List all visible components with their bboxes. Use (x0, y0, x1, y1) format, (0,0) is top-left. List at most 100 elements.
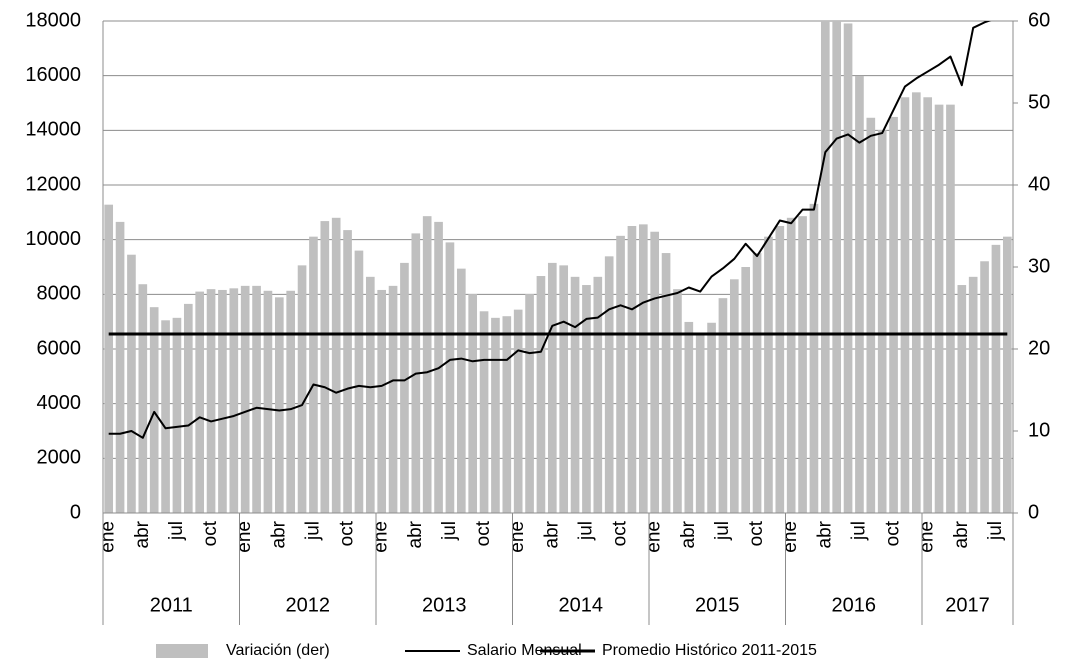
bar (923, 97, 933, 513)
year-label: 2013 (422, 594, 467, 616)
bar (400, 262, 409, 513)
x-tick-label: jul (302, 521, 323, 541)
x-tick-label: ene (371, 521, 392, 553)
x-tick-label: jul (985, 521, 1006, 541)
year-label: 2011 (150, 594, 193, 616)
bar (422, 216, 432, 513)
bar (946, 104, 955, 513)
bar-layer (104, 21, 1012, 513)
x-tick-label: ene (234, 521, 255, 553)
bar (593, 276, 603, 513)
x-tick-label: oct (200, 520, 221, 546)
bar (331, 217, 341, 513)
y-tick-label: 4000 (37, 392, 82, 414)
bar (957, 285, 967, 513)
x-tick-label: abr (814, 520, 835, 548)
bar (911, 92, 921, 513)
bar (638, 224, 648, 513)
y-tick-label: 18000 (25, 9, 81, 31)
bar (718, 298, 728, 513)
bar (695, 332, 705, 513)
y-tick-label: 12000 (25, 173, 81, 195)
bar (536, 276, 546, 513)
bar (206, 289, 216, 513)
bar (354, 250, 364, 513)
bar (809, 203, 819, 513)
bar (582, 285, 591, 513)
bar (365, 276, 375, 513)
bar (843, 23, 853, 513)
bar (820, 21, 830, 513)
x-tick-label: ene (644, 521, 665, 553)
bar (684, 321, 694, 513)
bar (559, 265, 569, 513)
bar (218, 289, 227, 513)
y2-tick-label: 30 (1028, 255, 1050, 277)
bar (673, 289, 682, 513)
y2-tick-label: 20 (1028, 337, 1050, 359)
line-layer (108, 21, 1008, 439)
x-tick-label: jul (166, 521, 187, 541)
year-label: 2014 (559, 594, 604, 616)
bar (741, 267, 751, 513)
bar (798, 216, 807, 513)
bar (229, 288, 239, 513)
bar (729, 279, 739, 513)
y2-tick-label: 0 (1028, 501, 1039, 523)
bar (764, 236, 773, 513)
bar (161, 320, 170, 513)
bar (149, 307, 159, 513)
bar (991, 244, 1001, 513)
bar (604, 256, 614, 513)
bar (138, 284, 148, 513)
bar (1002, 236, 1012, 513)
x-tick-label: abr (405, 520, 426, 548)
x-tick-label: ene (780, 521, 801, 553)
x-tick-label: jul (848, 521, 869, 541)
bar (491, 317, 500, 513)
x-tick-label: ene (507, 521, 528, 553)
x-tick-label: ene (917, 521, 938, 553)
y-tick-label: 16000 (25, 64, 81, 86)
bar (388, 285, 398, 513)
bar (502, 316, 512, 513)
bar (320, 221, 330, 513)
bar (115, 221, 125, 513)
x-tick-label: oct (610, 520, 631, 546)
y-tick-label: 6000 (37, 337, 82, 359)
bar (855, 75, 864, 513)
y2-tick-label: 10 (1028, 419, 1050, 441)
x-tick-label: oct (746, 520, 767, 546)
legend-label: Promedio Histórico 2011-2015 (602, 642, 817, 659)
bar (650, 231, 660, 513)
bar (525, 294, 534, 513)
bar (377, 289, 387, 513)
bar (900, 97, 910, 513)
bar (274, 297, 284, 513)
bar (172, 317, 182, 513)
bar (479, 311, 489, 513)
legend-label: Variación (der) (226, 642, 330, 659)
x-tick-label: abr (678, 520, 699, 548)
y2-tick-label: 40 (1028, 173, 1050, 195)
bar (297, 265, 307, 513)
y-tick-label: 14000 (25, 119, 81, 141)
bar (343, 230, 352, 513)
legend-label: Salario Mensual (467, 642, 582, 659)
bar (616, 235, 625, 513)
bar (752, 253, 762, 513)
bar (513, 309, 523, 513)
bar (263, 290, 273, 513)
x-tick-label: jul (575, 521, 596, 541)
bar (127, 254, 136, 513)
x-tick-label: ene (98, 521, 119, 553)
bar (547, 262, 557, 513)
bar (980, 261, 989, 513)
bar (309, 236, 318, 513)
y-tick-label: 2000 (37, 447, 82, 469)
bar (832, 21, 842, 513)
x-tick-label: jul (712, 521, 733, 541)
bar (252, 285, 261, 513)
bar (240, 285, 250, 513)
